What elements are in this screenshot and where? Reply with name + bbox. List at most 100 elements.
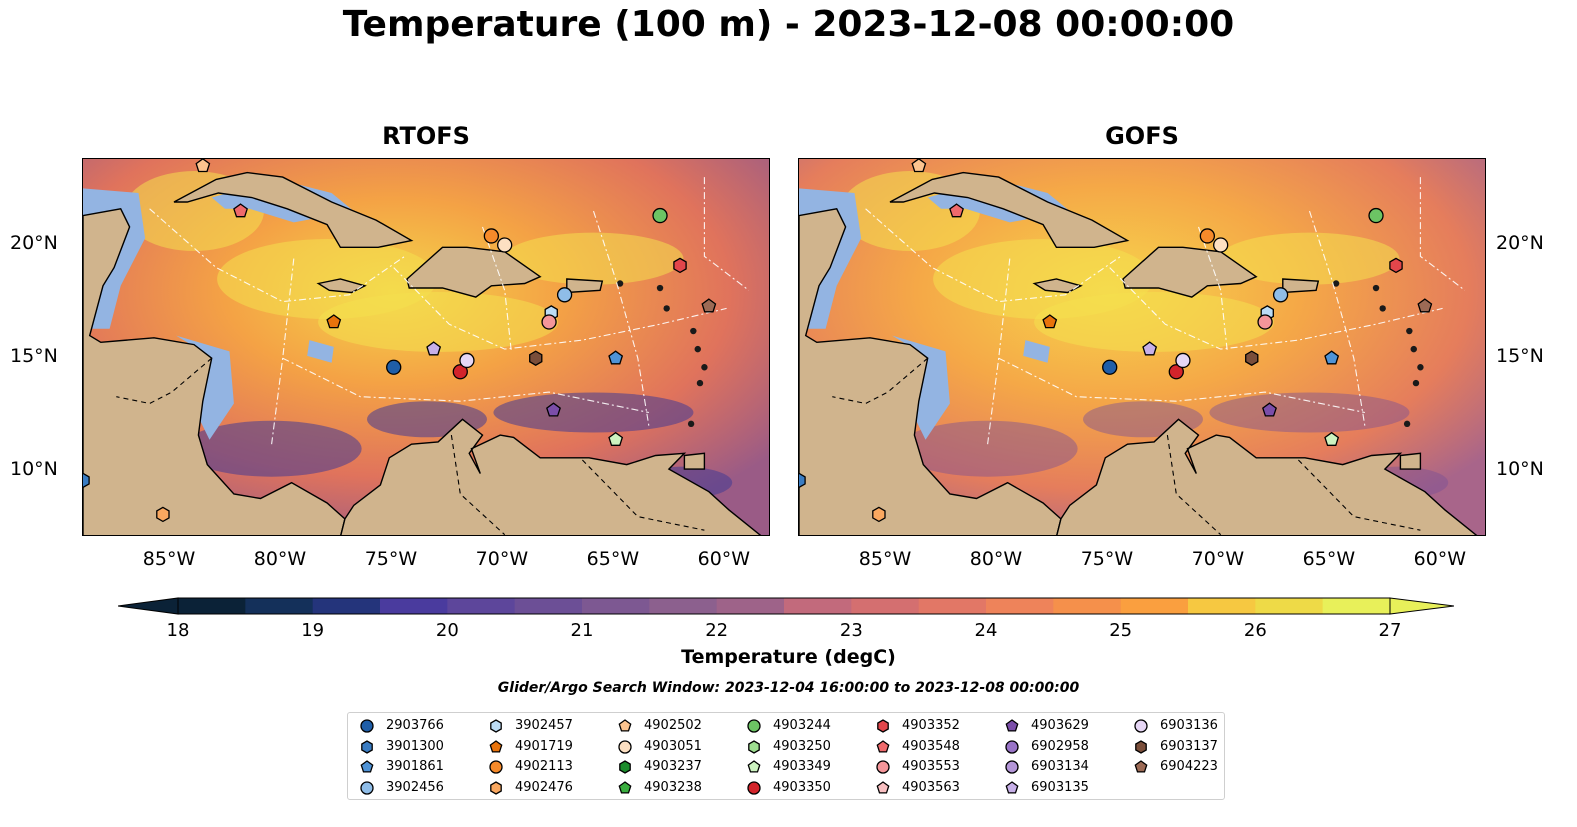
gofs-map[interactable] <box>798 158 1486 536</box>
legend-marker-3901861 <box>360 760 374 773</box>
rtofs-panel-title: RTOFS <box>382 122 470 150</box>
float-4901719-marker <box>1042 314 1058 329</box>
legend-marker-4903548 <box>876 739 890 753</box>
float-4902502-marker <box>911 159 927 173</box>
legend-label: 2903766 <box>386 718 444 733</box>
float-6903135-marker <box>426 341 442 356</box>
colorbar-tick-label: 21 <box>570 620 594 641</box>
colorbar-tick-label: 24 <box>974 620 998 641</box>
land-hispaniola <box>406 246 542 298</box>
legend-label: 4902476 <box>515 779 573 795</box>
land-central <box>799 208 1062 535</box>
colorbar-tick-label: 25 <box>1109 620 1133 641</box>
legend-marker-4903563 <box>876 780 890 794</box>
legend-marker-6903135 <box>1005 780 1019 794</box>
legend-marker-4903352 <box>877 719 889 733</box>
colorbar-tick-label: 22 <box>705 620 729 641</box>
float-3901300-marker <box>83 472 90 489</box>
legend-label: 6903135 <box>1031 779 1089 795</box>
lon-tick-label: 75°W <box>364 548 418 570</box>
float-4902113-marker <box>483 228 500 244</box>
float-6904223-marker <box>1417 298 1433 313</box>
legend-marker-4903629 <box>1005 719 1019 732</box>
float-4903352-marker <box>1389 257 1403 274</box>
search-window-note: Glider/Argo Search Window: 2023-12-04 16… <box>497 680 1080 696</box>
legend-marker-4902113 <box>489 760 503 774</box>
legend-marker-6903137 <box>1135 739 1147 754</box>
lat-tick-label-right: 20°N <box>1496 232 1544 254</box>
legend-label: 3902456 <box>386 779 444 795</box>
lat-tick-label-left: 15°N <box>10 345 58 368</box>
float-4902476-marker <box>156 506 170 523</box>
land-cuba <box>173 171 414 249</box>
legend-marker-4902476 <box>490 780 502 795</box>
land-southam <box>340 418 762 535</box>
legend-label: 4903238 <box>644 779 702 795</box>
float-3902456-marker <box>556 287 573 303</box>
lon-tick-label: 65°W <box>586 548 640 570</box>
float-4903629-marker <box>546 402 561 417</box>
legend-marker-2903766 <box>360 719 374 733</box>
lat-tick-label-right: 10°N <box>1496 458 1544 481</box>
colorbar-tick-label: 18 <box>166 620 190 641</box>
float-4903548-marker <box>233 203 248 218</box>
float-4903553-marker <box>1257 314 1273 330</box>
figure-title: Temperature (100 m) - 2023-12-08 00:00:0… <box>342 4 1235 45</box>
colorbar-tick-label: 20 <box>435 620 459 641</box>
colorbar-tick-label: 19 <box>301 620 325 641</box>
lon-tick-label: 60°W <box>697 548 751 570</box>
lat-tick-label-left: 20°N <box>10 232 58 254</box>
float-6904223-marker <box>701 298 717 313</box>
legend-label: 4903548 <box>902 738 960 754</box>
land-puertorico <box>1282 278 1320 294</box>
land-southam <box>1056 418 1478 535</box>
legend-marker-4903238 <box>618 780 632 794</box>
legend-label: 4903244 <box>773 718 831 733</box>
legend-label: 4903237 <box>644 759 702 774</box>
float-3901861-marker <box>1324 350 1340 365</box>
legend-marker-3902457 <box>490 719 502 733</box>
float-4903244-marker <box>1368 207 1384 224</box>
land-trinidad <box>683 452 706 470</box>
legend-label: 4901719 <box>515 738 573 754</box>
float-4902502-marker <box>195 159 211 173</box>
lon-tick-label: 85°W <box>142 548 196 570</box>
float-6903137-marker <box>1245 350 1259 366</box>
legend-label: 4903250 <box>773 738 831 754</box>
legend-marker-3902456 <box>360 780 374 795</box>
float-6903135-marker <box>1142 341 1158 356</box>
legend-marker-4903250 <box>748 739 760 754</box>
legend-label: 3901861 <box>386 759 444 774</box>
lon-tick-label: 60°W <box>1413 548 1467 570</box>
legend-label: 6903134 <box>1031 759 1089 774</box>
colorbar-tick-label: 27 <box>1378 620 1402 641</box>
legend-marker-4901719 <box>489 739 503 753</box>
land-hispaniola <box>1122 246 1258 298</box>
lon-tick-label: 80°W <box>969 548 1023 570</box>
float-4903350-marker <box>1168 364 1184 380</box>
land-trinidad <box>1399 452 1422 470</box>
legend-marker-6904223 <box>1134 760 1148 773</box>
legend-label: 3901300 <box>386 738 444 754</box>
legend-marker-4902502 <box>618 719 632 732</box>
float-4903548-marker <box>949 203 964 218</box>
float-2903766-marker <box>1102 359 1118 375</box>
legend-marker-4903350 <box>747 780 761 795</box>
legend-label: 4903563 <box>902 779 960 795</box>
rtofs-map[interactable] <box>82 158 770 536</box>
legend-label: 4902113 <box>515 759 573 774</box>
colorbar-label: Temperature (degC) <box>681 646 896 668</box>
legend-label: 6903137 <box>1160 738 1218 754</box>
legend-label: 6902958 <box>1031 738 1089 754</box>
float-2903766-marker <box>386 359 402 375</box>
legend-marker-4903553 <box>876 760 890 774</box>
float-4903349-marker <box>608 431 624 446</box>
float-3902456-marker <box>1272 287 1289 303</box>
float-6903136-marker <box>1175 352 1191 369</box>
float-3901300-marker <box>799 472 806 489</box>
lat-tick-label-left: 10°N <box>10 458 58 481</box>
float-4902113-marker <box>1199 228 1216 244</box>
gofs-panel-title: GOFS <box>1105 122 1179 150</box>
lon-tick-label: 75°W <box>1080 548 1134 570</box>
lon-tick-label: 85°W <box>858 548 912 570</box>
